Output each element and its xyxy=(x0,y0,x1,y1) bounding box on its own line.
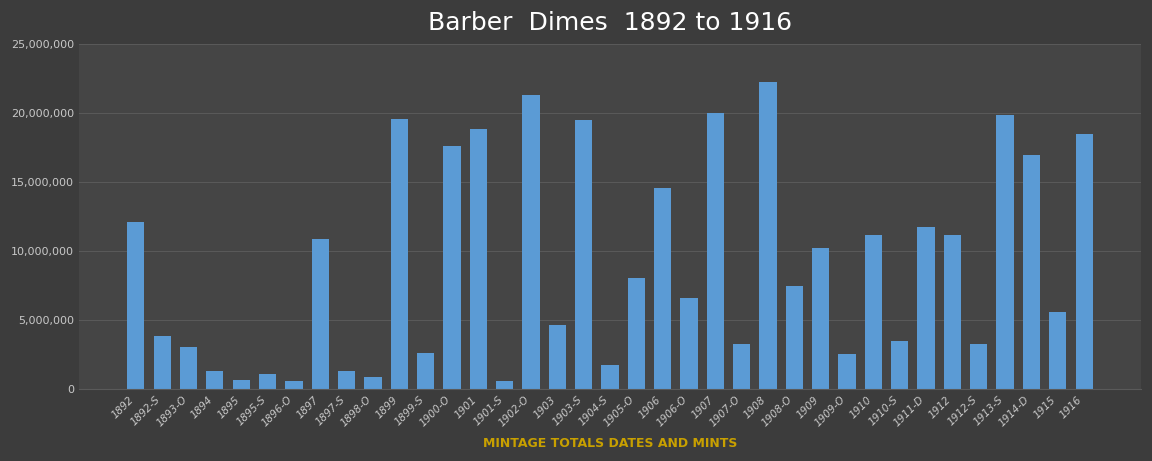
Bar xyxy=(338,371,355,390)
Bar xyxy=(681,298,698,390)
Bar xyxy=(286,381,303,390)
X-axis label: MINTAGE TOTALS DATES AND MINTS: MINTAGE TOTALS DATES AND MINTS xyxy=(483,437,737,450)
Bar xyxy=(759,83,776,390)
Bar xyxy=(865,235,882,390)
Bar xyxy=(364,377,381,390)
Bar xyxy=(233,380,250,390)
Bar xyxy=(601,365,619,390)
Bar xyxy=(892,341,908,390)
Bar xyxy=(206,371,223,390)
Bar xyxy=(707,113,723,390)
Bar xyxy=(312,239,328,390)
Bar xyxy=(812,248,829,390)
Bar xyxy=(180,347,197,390)
Bar xyxy=(654,189,672,390)
Bar xyxy=(1076,134,1092,390)
Bar xyxy=(444,146,461,390)
Bar xyxy=(128,222,144,390)
Bar xyxy=(996,115,1014,390)
Title: Barber  Dimes  1892 to 1916: Barber Dimes 1892 to 1916 xyxy=(427,11,793,35)
Bar xyxy=(1023,154,1040,390)
Bar xyxy=(970,344,987,390)
Bar xyxy=(786,286,803,390)
Bar xyxy=(917,227,934,390)
Bar xyxy=(548,325,566,390)
Bar xyxy=(522,95,539,390)
Bar xyxy=(417,353,434,390)
Bar xyxy=(628,278,645,390)
Bar xyxy=(1049,312,1067,390)
Bar xyxy=(839,354,856,390)
Bar xyxy=(259,374,276,390)
Bar xyxy=(497,381,513,390)
Bar xyxy=(943,235,961,390)
Bar xyxy=(153,337,170,390)
Bar xyxy=(391,119,408,390)
Bar xyxy=(470,129,487,390)
Bar xyxy=(733,344,750,390)
Bar xyxy=(575,120,592,390)
